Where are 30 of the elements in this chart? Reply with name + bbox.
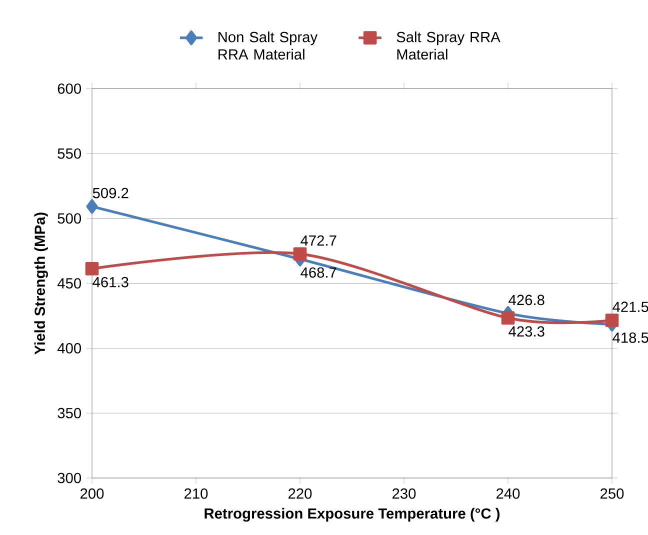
y-tick-label: 300 — [58, 472, 82, 484]
point — [293, 247, 307, 261]
x-tick-label: 210 — [184, 488, 208, 499]
legend-label: Salt Spray RRA Material — [396, 32, 500, 60]
point — [501, 311, 515, 325]
x-tick-label: 200 — [80, 488, 104, 499]
legend-label: Non Salt Spray RRA Material — [218, 32, 318, 60]
y-tick-label: 550 — [58, 148, 82, 159]
data-label: 421.5 — [612, 302, 648, 312]
data-label: 423.3 — [508, 326, 544, 337]
data-label: 418.5 — [612, 332, 648, 344]
data-label: 468.7 — [300, 268, 336, 278]
y-axis-title: Yield Strength (MPa) — [34, 212, 48, 355]
y-tick-label: 450 — [57, 278, 82, 289]
data-label: 472.7 — [300, 236, 336, 246]
y-tick-label: 500 — [58, 213, 82, 224]
x-tick-label: 220 — [288, 488, 312, 499]
x-tick-label: 240 — [496, 488, 520, 499]
y-tick-label: 400 — [57, 343, 82, 354]
data-label: 461.3 — [92, 277, 128, 288]
point — [605, 314, 619, 328]
x-tick-label: 230 — [392, 488, 416, 499]
data-label: 509.2 — [92, 188, 128, 198]
point — [85, 262, 99, 276]
point — [86, 199, 98, 214]
data-label: 426.8 — [508, 294, 544, 306]
x-axis-title: Retrogression Exposure Temperature (°C ) — [204, 508, 500, 522]
y-tick-label: 350 — [58, 408, 82, 418]
y-tick-label: 600 — [58, 84, 82, 94]
x-tick-label: 250 — [600, 488, 624, 499]
